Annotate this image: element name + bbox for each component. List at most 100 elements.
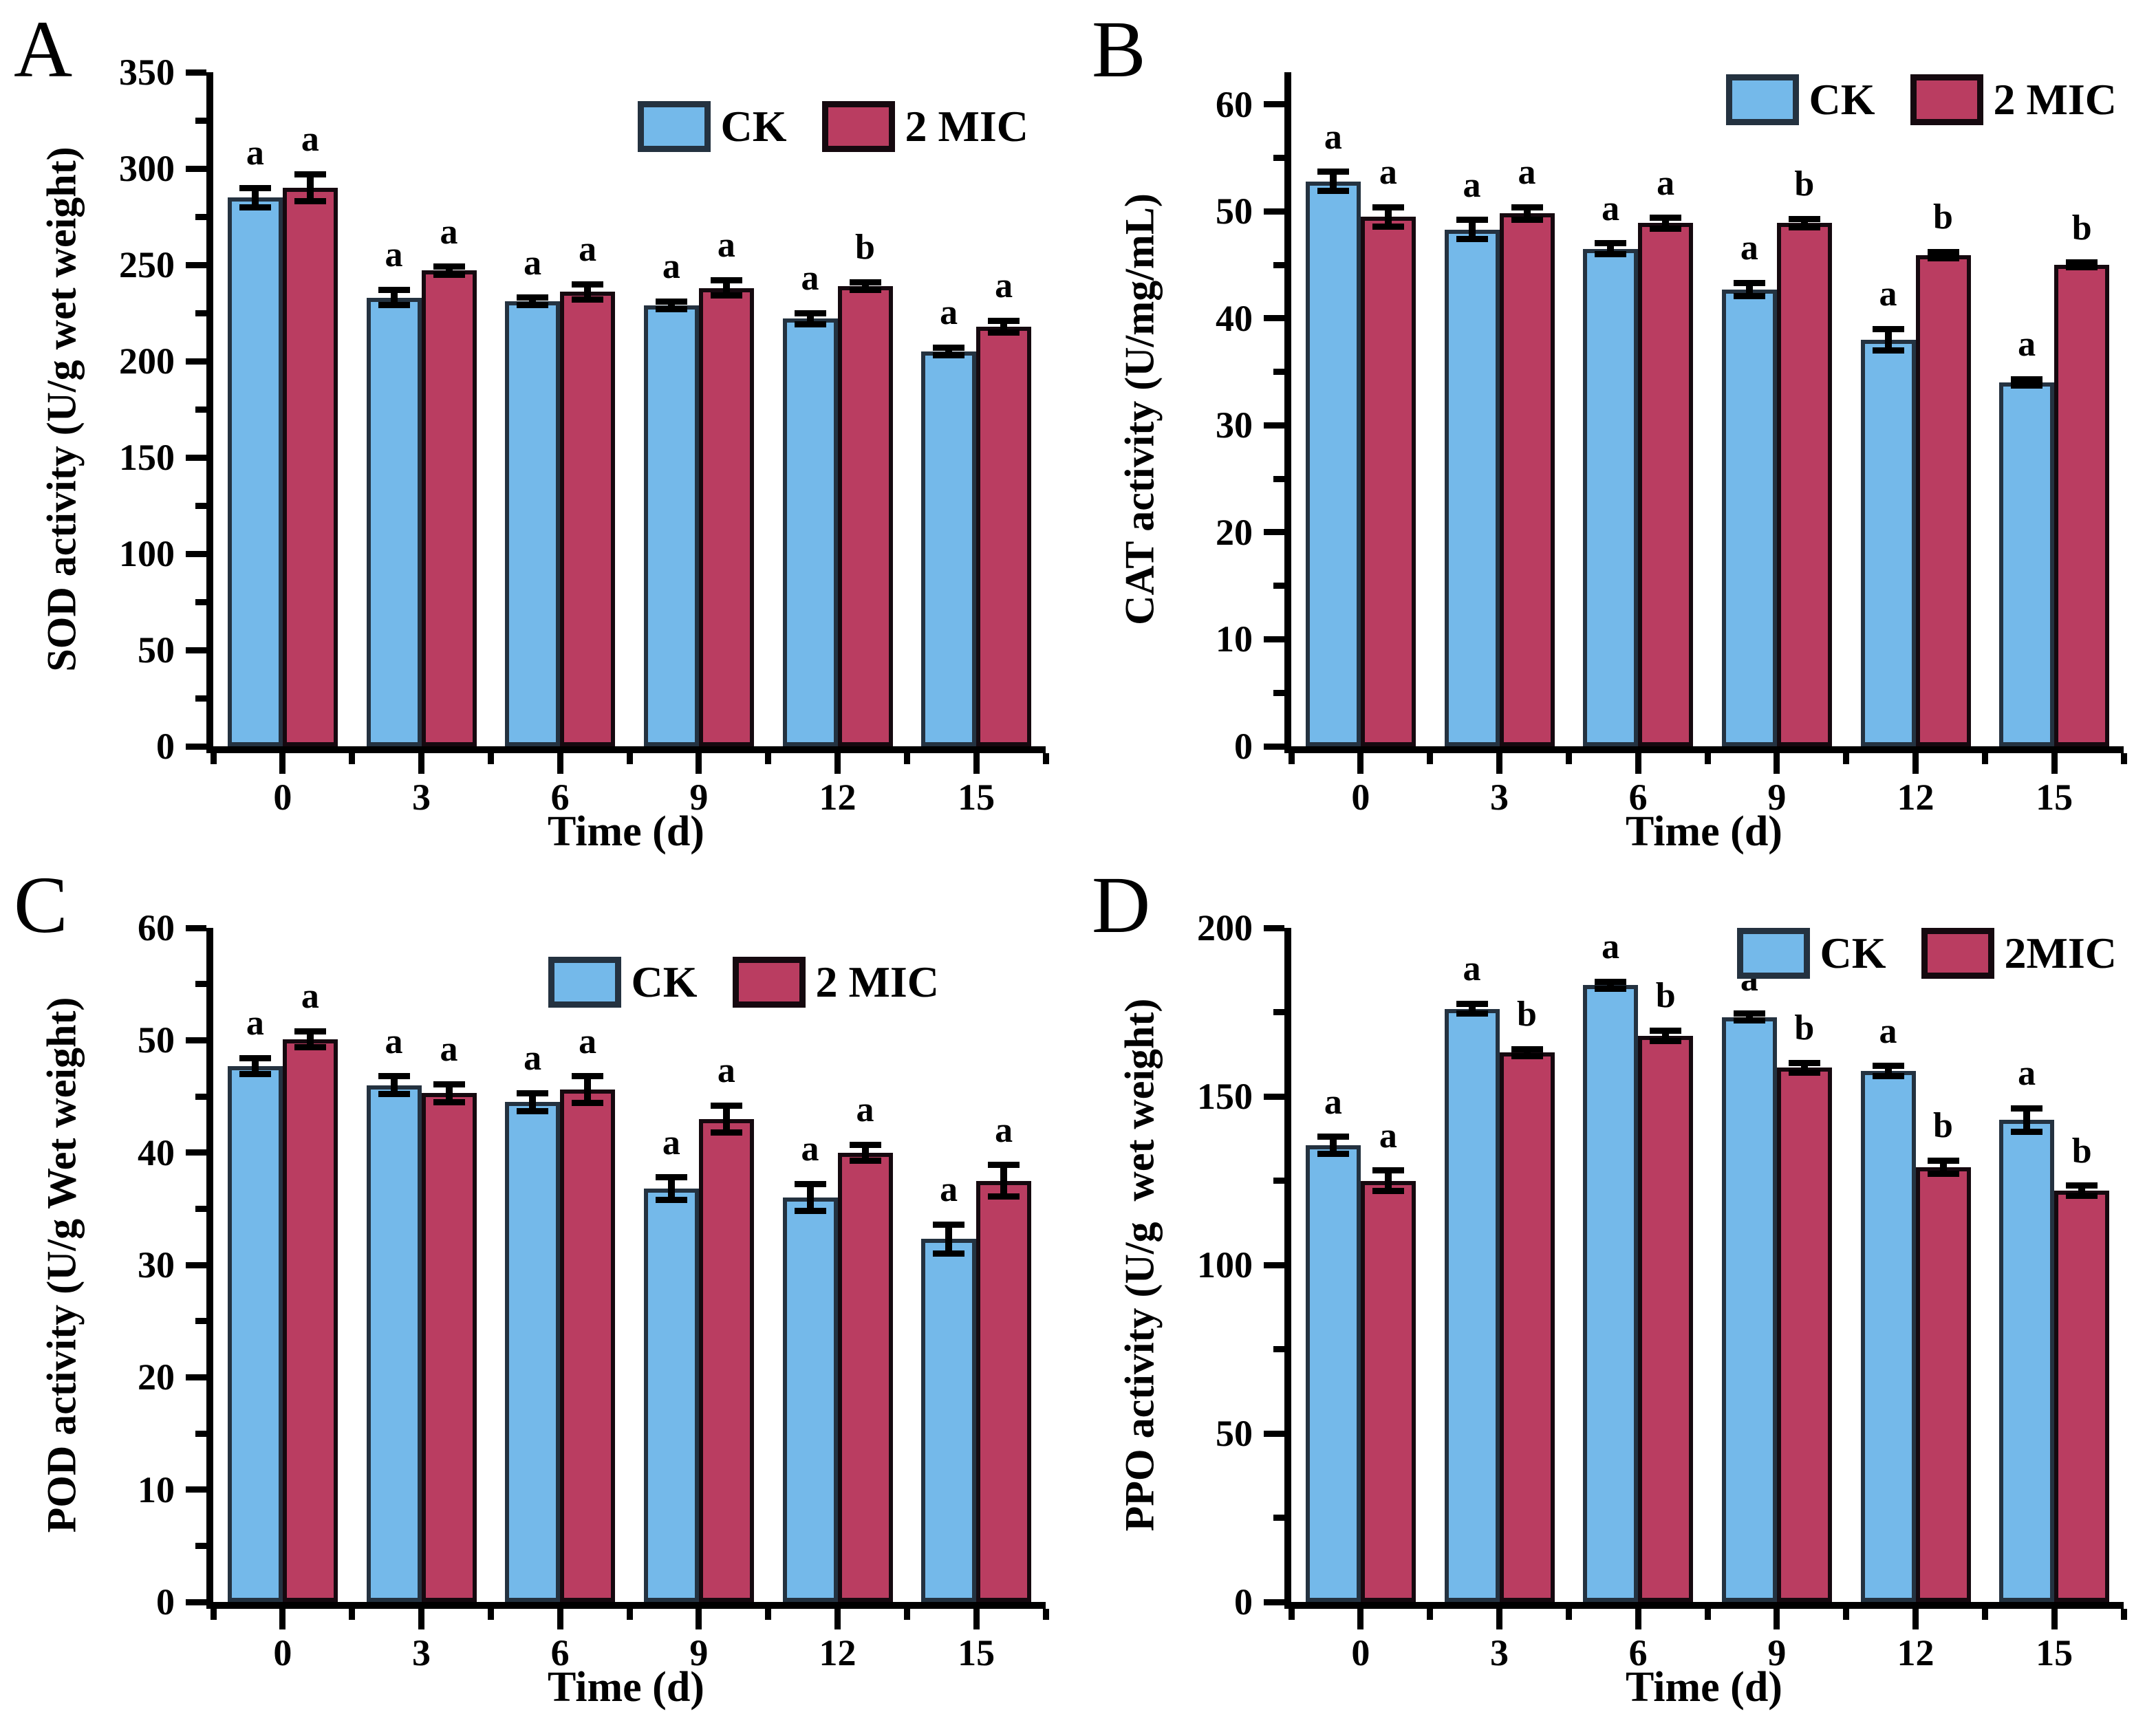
x-tick-label: 0 — [1351, 777, 1370, 818]
bar-2mic — [1499, 1052, 1555, 1602]
y-tick-label: 20 — [1216, 511, 1253, 553]
error-bar-cap-top — [1511, 204, 1543, 210]
y-minor-tick — [1273, 154, 1284, 161]
error-bar-cap-top — [1456, 1000, 1488, 1007]
error-bar-cap-top — [1456, 217, 1488, 224]
legend-swatch-2mic — [733, 957, 806, 1008]
y-axis-title-sod: SOD activity (U/g wet weight) — [39, 147, 85, 672]
x-minor-tick — [903, 1609, 910, 1620]
x-minor-tick — [210, 1609, 217, 1620]
plot-area-pod: 0 10 20 30 40 50 60 0 3 6 9 12 15 a a a a a a a a a a a a CK 2 MIC — [138, 907, 1049, 1672]
error-bar-line — [1000, 1164, 1008, 1197]
bar-ck — [1583, 985, 1639, 1602]
x-tick-label: 9 — [689, 777, 709, 818]
error-bar-cap-bottom — [1317, 1150, 1349, 1157]
significance-letter: b — [855, 228, 875, 268]
x-tick-label: 12 — [819, 1632, 856, 1673]
y-minor-tick — [195, 695, 206, 702]
x-tick-label: 12 — [1897, 1632, 1934, 1673]
x-axis-line — [206, 1602, 1046, 1609]
y-minor-tick — [195, 213, 206, 220]
y-axis-line — [206, 928, 213, 1609]
significance-letter: a — [856, 1090, 874, 1130]
x-minor-tick — [1427, 753, 1434, 764]
y-major-tick — [186, 1486, 206, 1493]
x-major-tick — [696, 753, 702, 774]
error-bar-cap-bottom — [517, 302, 549, 309]
x-tick-label: 9 — [1767, 777, 1787, 818]
x-major-tick — [1912, 1609, 1919, 1629]
y-tick-label: 20 — [138, 1356, 175, 1398]
error-bar-cap-bottom — [239, 204, 271, 210]
error-bar-cap-top — [433, 1081, 465, 1087]
panel-letter-b: B — [1092, 4, 1146, 94]
error-bar-line — [1468, 219, 1476, 239]
significance-letter: a — [1657, 163, 1675, 203]
y-tick-label: 30 — [1216, 404, 1253, 446]
error-bar-line — [1384, 1170, 1392, 1191]
legend-label: CK — [1809, 75, 1875, 124]
y-major-tick — [1264, 1093, 1284, 1100]
x-tick-label: 3 — [412, 777, 431, 818]
error-bar-cap-top — [2066, 259, 2098, 266]
legend: CK 2MIC — [1737, 928, 2117, 979]
significance-letter: a — [995, 266, 1013, 306]
y-minor-tick — [195, 406, 206, 413]
bar-ck — [227, 197, 283, 746]
error-bar-cap-bottom — [1372, 1187, 1404, 1194]
y-major-tick — [1264, 1430, 1284, 1437]
bar-2mic — [1638, 223, 1694, 746]
legend-swatch-ck — [548, 957, 622, 1008]
bar-2mic — [698, 1118, 754, 1602]
significance-letter: a — [940, 1170, 958, 1210]
y-minor-tick — [195, 310, 206, 316]
y-minor-tick — [1273, 1346, 1284, 1352]
panel-letter-c: C — [14, 860, 68, 950]
x-tick-label: 3 — [1490, 777, 1509, 818]
y-tick-label: 30 — [138, 1244, 175, 1286]
y-major-tick — [186, 454, 206, 461]
error-bar-cap-bottom — [710, 1129, 742, 1136]
error-bar-line — [1745, 1013, 1753, 1021]
legend-item-2mic: 2 MIC — [733, 957, 939, 1008]
bar-ck — [1860, 1071, 1916, 1602]
error-bar-cap-top — [1788, 1059, 1820, 1066]
significance-letter: a — [801, 1129, 819, 1169]
bar-ck — [1999, 1120, 2055, 1602]
significance-letter: b — [1517, 995, 1537, 1034]
error-bar-cap-top — [933, 344, 965, 351]
error-bar-line — [806, 1184, 814, 1211]
legend-label: CK — [1820, 929, 1886, 977]
bar-ck — [1305, 1145, 1361, 1602]
error-bar-cap-bottom — [1595, 985, 1627, 992]
error-bar-cap-top — [1733, 1010, 1765, 1017]
legend-item-ck: CK — [548, 957, 697, 1008]
x-minor-tick — [765, 753, 772, 764]
error-bar-line — [1523, 207, 1531, 220]
significance-letter: b — [2071, 208, 2092, 248]
x-minor-tick — [1042, 753, 1049, 764]
y-minor-tick — [1273, 369, 1284, 376]
error-bar-cap-top — [294, 1028, 326, 1034]
x-axis-title-pod: Time (d) — [548, 1664, 704, 1711]
error-bar-line — [251, 188, 259, 207]
significance-letter: a — [385, 235, 403, 275]
significance-letter: a — [1463, 165, 1481, 205]
error-bar-cap-top — [2066, 1182, 2098, 1189]
significance-letter: a — [940, 293, 958, 333]
significance-letter: a — [524, 243, 542, 283]
significance-letter: a — [1324, 117, 1342, 157]
significance-letter: a — [1879, 1011, 1897, 1051]
y-minor-tick — [1273, 689, 1284, 696]
x-major-tick — [2051, 1609, 2058, 1629]
x-major-tick — [279, 1609, 286, 1629]
error-bar-cap-bottom — [655, 305, 687, 312]
panel-letter-a: A — [14, 4, 73, 94]
x-tick-label: 6 — [1628, 777, 1648, 818]
error-bar-cap-bottom — [433, 1098, 465, 1105]
bar-ck — [366, 1085, 422, 1602]
x-major-tick — [1912, 753, 1919, 774]
x-major-tick — [557, 753, 563, 774]
x-major-tick — [1635, 753, 1641, 774]
bar-2mic — [837, 285, 893, 746]
